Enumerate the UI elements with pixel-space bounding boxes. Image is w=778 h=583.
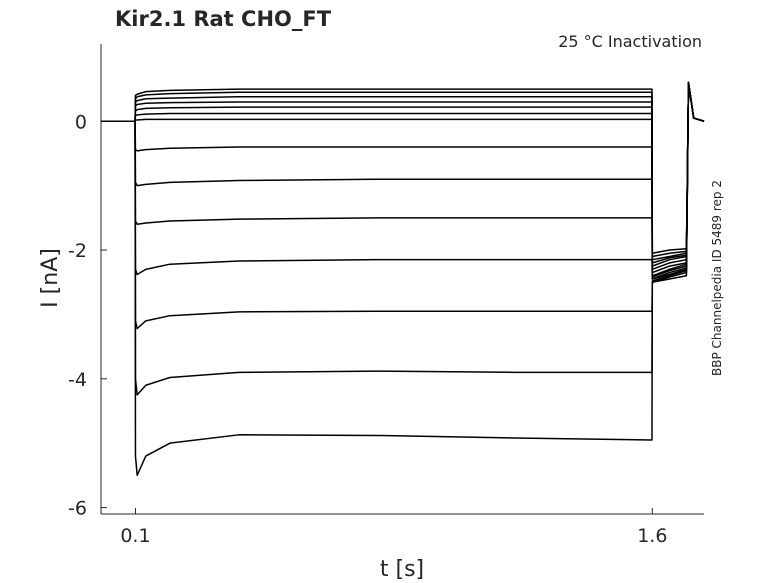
y-tick-label: -6 — [68, 498, 87, 520]
y-tick-label: -4 — [68, 369, 87, 391]
y-axis-label: I [nA] — [38, 248, 63, 308]
y-tick-label: 0 — [75, 111, 87, 133]
chart-title: Kir2.1 Rat CHO_FT — [115, 7, 332, 31]
chart-subtitle: 25 °C Inactivation — [558, 32, 702, 51]
trace — [101, 81, 705, 477]
x-tick-label: 0.1 — [120, 525, 150, 547]
x-tick-label: 1.6 — [637, 525, 667, 547]
x-axis-label: t [s] — [380, 557, 424, 582]
y-tick-label: -2 — [68, 240, 87, 262]
side-note: BBP Channelpedia ID 5489 rep 2 — [710, 180, 724, 376]
